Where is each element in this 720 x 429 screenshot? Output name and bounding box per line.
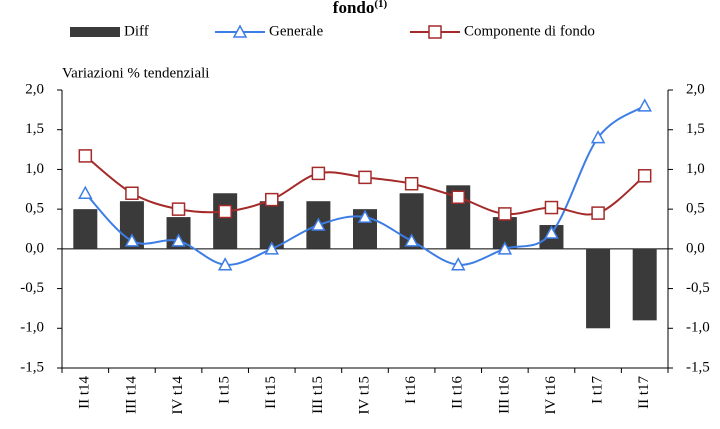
y-tick-label: 0,5 bbox=[25, 201, 44, 217]
x-tick-label: II t17 bbox=[636, 376, 652, 409]
line-marker bbox=[218, 204, 232, 219]
line-marker bbox=[497, 241, 513, 255]
chart-title: fondo(1) bbox=[333, 0, 388, 17]
legend-label: Generale bbox=[269, 23, 323, 39]
y-tick-label: -1,0 bbox=[20, 320, 44, 336]
line-marker bbox=[78, 149, 93, 163]
line-marker bbox=[357, 209, 373, 223]
x-tick-label: II t15 bbox=[263, 376, 279, 409]
line-marker bbox=[450, 257, 466, 271]
x-tick-label: III t15 bbox=[310, 376, 326, 414]
x-tick-label: III t14 bbox=[123, 376, 139, 414]
line-marker bbox=[311, 166, 326, 181]
line-marker bbox=[404, 233, 419, 247]
line-marker bbox=[591, 206, 605, 220]
y2-tick-label: 1,5 bbox=[686, 121, 705, 137]
y2-tick-label: -1,5 bbox=[686, 359, 710, 375]
line-marker bbox=[171, 202, 186, 216]
x-tick-label: I t17 bbox=[590, 376, 606, 404]
line-marker bbox=[498, 207, 512, 221]
y-tick-label: -1,5 bbox=[20, 359, 44, 375]
line-marker bbox=[590, 130, 606, 144]
legend-label: Componente di fondo bbox=[464, 23, 595, 39]
series-line bbox=[84, 155, 646, 216]
line-marker bbox=[637, 98, 652, 112]
line-marker bbox=[404, 176, 419, 191]
y-tick-label: 2,0 bbox=[25, 81, 44, 97]
y-tick-label: 0,0 bbox=[25, 240, 44, 256]
line-marker bbox=[124, 233, 140, 247]
annotation: Variazioni % tendenziali bbox=[62, 65, 209, 81]
legend-swatch bbox=[70, 27, 120, 37]
bar bbox=[586, 248, 611, 329]
legend-label: Diff bbox=[124, 23, 149, 39]
line-marker bbox=[78, 185, 93, 200]
line-marker bbox=[311, 217, 326, 231]
y2-tick-label: 2,0 bbox=[686, 81, 705, 97]
x-tick-label: I t15 bbox=[217, 376, 233, 404]
x-tick-label: III t16 bbox=[496, 376, 512, 414]
y2-tick-label: 0,0 bbox=[686, 240, 705, 256]
y2-tick-label: 0,5 bbox=[686, 201, 705, 217]
bar bbox=[632, 248, 657, 321]
y2-tick-label: -1,0 bbox=[686, 320, 710, 336]
bar bbox=[213, 193, 238, 249]
line-marker bbox=[125, 186, 139, 201]
legend-marker bbox=[428, 25, 442, 39]
line-marker bbox=[544, 200, 559, 215]
y2-tick-label: 1,0 bbox=[686, 161, 705, 177]
line-marker bbox=[544, 225, 559, 239]
line-marker bbox=[358, 170, 372, 185]
line-marker bbox=[265, 192, 279, 207]
bar bbox=[73, 209, 98, 249]
x-tick-label: II t16 bbox=[450, 376, 466, 409]
y2-tick-label: -0,5 bbox=[686, 280, 710, 296]
line-marker bbox=[217, 257, 233, 271]
x-tick-label: IV t15 bbox=[356, 376, 372, 414]
y-tick-label: 1,5 bbox=[25, 121, 44, 137]
x-tick-label: IV t14 bbox=[170, 376, 186, 415]
y-tick-label: -0,5 bbox=[20, 280, 44, 296]
line-marker bbox=[637, 169, 652, 183]
line-marker bbox=[264, 241, 280, 255]
bar bbox=[259, 201, 284, 249]
title-text: fondo bbox=[333, 0, 375, 17]
line-marker bbox=[171, 233, 186, 247]
y-tick-label: 1,0 bbox=[25, 161, 44, 177]
line-marker bbox=[451, 190, 465, 204]
x-tick-label: II t14 bbox=[77, 376, 93, 409]
x-tick-label: I t16 bbox=[403, 376, 419, 404]
title-note: (1) bbox=[374, 0, 387, 10]
x-tick-label: IV t16 bbox=[543, 376, 559, 415]
legend-marker bbox=[232, 24, 248, 38]
